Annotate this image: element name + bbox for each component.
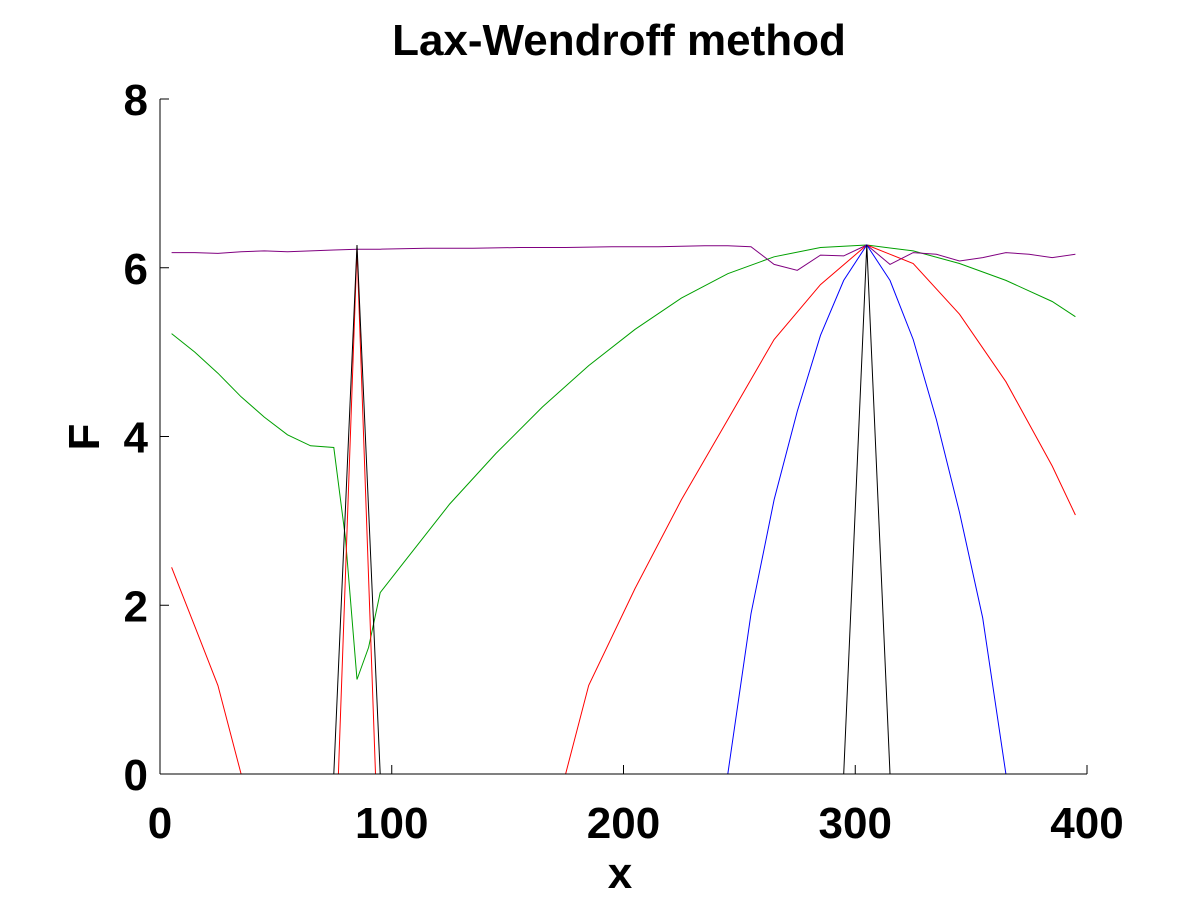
y-ticks: 0 2 4 6 8 [124,76,169,800]
plot-area: 0 100 200 300 400 0 2 4 6 8 [124,76,1124,848]
series-line-2 [171,244,1076,775]
y-axis-label: F [60,424,109,451]
y-tick-label: 2 [124,582,148,631]
x-axis-label: x [608,849,633,898]
x-tick-label: 200 [587,799,660,848]
x-tick-label: 300 [819,799,892,848]
series-line-5 [333,244,381,775]
y-tick-label: 0 [124,751,148,800]
series-line-1 [171,244,1076,680]
chart-title: Lax-Wendroff method [392,16,846,65]
series-line-3 [171,244,1076,271]
y-tick-label: 8 [124,76,148,125]
x-ticks: 0 100 200 300 400 [148,765,1124,848]
x-tick-label: 100 [355,799,428,848]
series-layer [171,244,1076,775]
series-line-4 [171,244,1076,775]
series-line-5 [843,244,891,775]
x-tick-label: 0 [148,799,172,848]
y-tick-label: 6 [124,245,148,294]
y-tick-label: 4 [124,414,149,463]
x-tick-label: 400 [1050,799,1123,848]
